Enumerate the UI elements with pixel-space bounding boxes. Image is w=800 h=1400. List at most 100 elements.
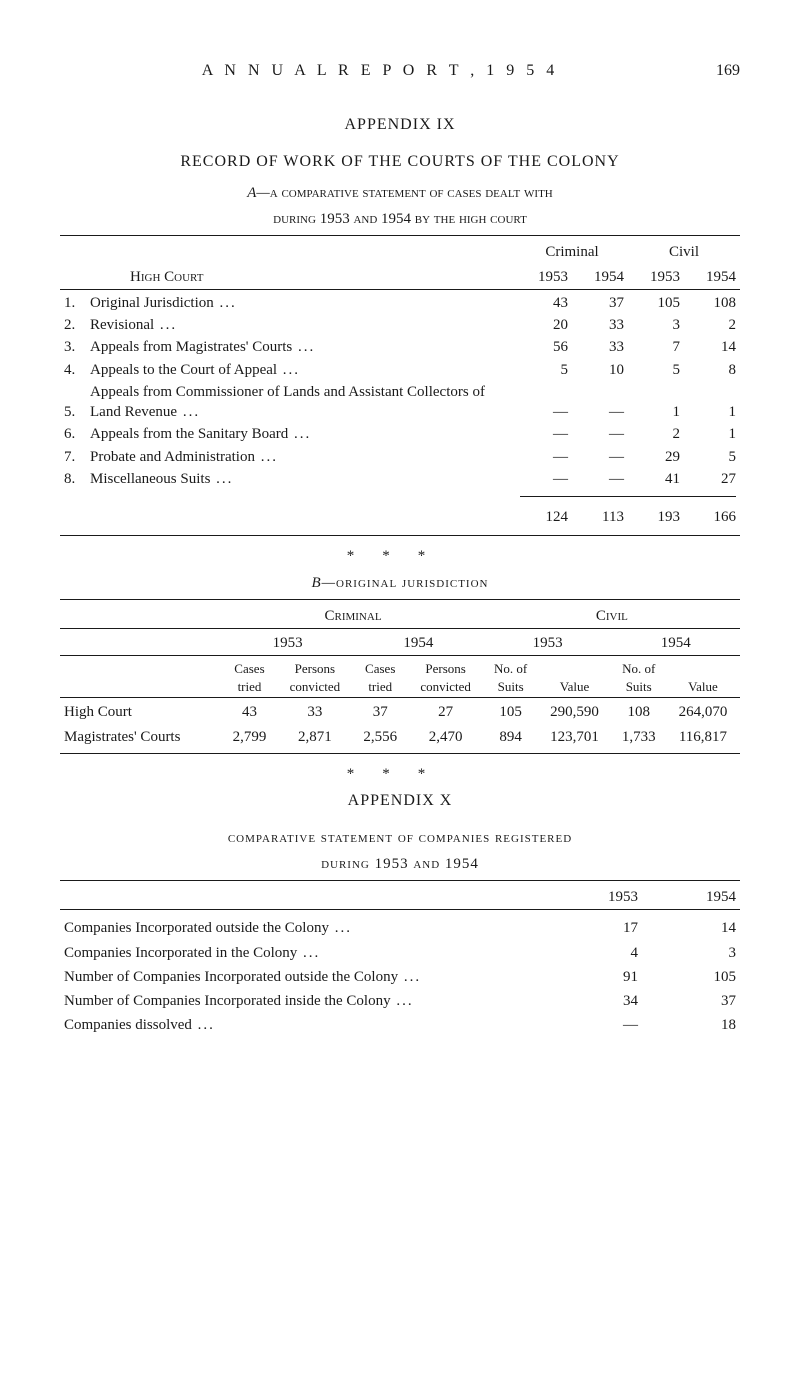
appendix-x-subtitle-1: comparative statement of companies regis… (60, 828, 740, 848)
cell-civil-1954: 14 (684, 336, 740, 358)
row-index: 2. (60, 314, 86, 336)
table-b: Criminal Civil 1953 1954 1953 1954 Cases… (60, 604, 740, 749)
table-b-row: Magistrates' Courts2,7992,8712,5562,4708… (60, 725, 740, 749)
cell-value-1954: 116,817 (666, 725, 740, 749)
col-value-1: Value (538, 658, 612, 698)
subtitle-a-sc2: during 1953 and 1954 by the high court (273, 211, 527, 227)
cell-suits-1954: 1,733 (611, 725, 665, 749)
cell-1953: — (544, 1013, 642, 1037)
table-b-year-1953-a: 1953 (222, 631, 353, 656)
table-x-row: Companies Incorporated in the Colony43 (60, 941, 740, 965)
table-b-year-1954-a: 1954 (353, 631, 484, 656)
cell-civil-1954: 1 (684, 423, 740, 445)
table-b-title: B—original jurisdiction (60, 573, 740, 593)
table-a-row: 3.Appeals from Magistrates' Courts563371… (60, 336, 740, 358)
row-label: Revisional (86, 314, 516, 336)
record-title: RECORD OF WORK OF THE COURTS OF THE COLO… (60, 151, 740, 173)
table-a-row: 2.Revisional203332 (60, 314, 740, 336)
table-a-total-v2: 166 (684, 503, 740, 531)
table-a-total-c2: 113 (572, 503, 628, 531)
row-label: Number of Companies Incorporated outside… (60, 965, 544, 989)
row-label: Companies Incorporated in the Colony (60, 941, 544, 965)
cell-1954: 105 (642, 965, 740, 989)
table-a-civil-label: Civil (628, 240, 740, 264)
table-x-row: Companies dissolved—18 (60, 1013, 740, 1037)
cell-civil-1953: 41 (628, 468, 684, 490)
row-index: 5. (60, 381, 86, 424)
cell-criminal-1954: 10 (572, 359, 628, 381)
cell-criminal-1954: 33 (572, 314, 628, 336)
col-no-suits-1: No. ofSuits (484, 658, 538, 698)
cell-1953: 34 (544, 989, 642, 1013)
table-b-year-1953-b: 1953 (484, 631, 612, 656)
table-a-row: 5.Appeals from Commissioner of Lands and… (60, 381, 740, 424)
row-label: Magistrates' Courts (60, 725, 222, 749)
cell-civil-1954: 8 (684, 359, 740, 381)
row-label: Companies dissolved (60, 1013, 544, 1037)
cell-cases-tried-1953: 2,799 (222, 725, 276, 749)
cell-criminal-1954: — (572, 468, 628, 490)
cell-civil-1954: 108 (684, 292, 740, 314)
cell-1954: 3 (642, 941, 740, 965)
row-label: Miscellaneous Suits (86, 468, 516, 490)
table-x-year-1: 1953 (544, 885, 642, 910)
high-court-label: High Court (130, 269, 203, 285)
subtitle-a-line1: A—a comparative statement of cases dealt… (60, 183, 740, 203)
table-a-year-c1: 1953 (516, 265, 572, 290)
cell-value-1953: 290,590 (538, 700, 612, 724)
appendix-ix-label: APPENDIX IX (60, 114, 740, 136)
rule (60, 235, 740, 236)
rule (60, 535, 740, 536)
row-label: Appeals from the Sanitary Board (86, 423, 516, 445)
rule (520, 496, 736, 497)
cell-persons-convicted-1954: 27 (407, 700, 483, 724)
table-x-row: Companies Incorporated outside the Colon… (60, 916, 740, 940)
table-b-year-1954-b: 1954 (611, 631, 740, 656)
cell-civil-1954: 27 (684, 468, 740, 490)
cell-cases-tried-1954: 2,556 (353, 725, 407, 749)
subtitle-a-prefix: A— (247, 185, 270, 201)
cell-1954: 18 (642, 1013, 740, 1037)
table-x-year-2: 1954 (642, 885, 740, 910)
running-head-title: A N N U A L R E P O R T , 1 9 5 4 (60, 60, 700, 82)
col-persons-convicted-2: Personsconvicted (407, 658, 483, 698)
table-a-year-v2: 1954 (684, 265, 740, 290)
table-x-row: Number of Companies Incorporated inside … (60, 989, 740, 1013)
table-a-row: 1.Original Jurisdiction4337105108 (60, 292, 740, 314)
table-a: Criminal Civil High Court 1953 1954 1953… (60, 240, 740, 531)
subtitle-a-line2: during 1953 and 1954 by the high court (60, 209, 740, 229)
cell-criminal-1953: — (516, 423, 572, 445)
table-a-row: 8.Miscellaneous Suits——4127 (60, 468, 740, 490)
row-label: Appeals from Commissioner of Lands and A… (86, 381, 516, 424)
table-b-row: High Court43333727105290,590108264,070 (60, 700, 740, 724)
cell-criminal-1954: — (572, 446, 628, 468)
row-index: 3. (60, 336, 86, 358)
table-b-criminal-label: Criminal (222, 604, 484, 629)
row-label: Number of Companies Incorporated inside … (60, 989, 544, 1013)
cell-1953: 4 (544, 941, 642, 965)
table-a-total-v1: 193 (628, 503, 684, 531)
table-a-year-c2: 1954 (572, 265, 628, 290)
rule (60, 599, 740, 600)
row-index: 7. (60, 446, 86, 468)
cell-civil-1954: 2 (684, 314, 740, 336)
row-index: 1. (60, 292, 86, 314)
table-a-year-v1: 1953 (628, 265, 684, 290)
cell-criminal-1954: 33 (572, 336, 628, 358)
cell-persons-convicted-1954: 2,470 (407, 725, 483, 749)
table-a-row: 6.Appeals from the Sanitary Board——21 (60, 423, 740, 445)
row-label: Original Jurisdiction (86, 292, 516, 314)
table-a-total-c1: 124 (516, 503, 572, 531)
row-label: Companies Incorporated outside the Colon… (60, 916, 544, 940)
cell-civil-1953: 1 (628, 381, 684, 424)
col-persons-convicted-1: Personsconvicted (277, 658, 353, 698)
cell-civil-1953: 29 (628, 446, 684, 468)
cell-civil-1954: 1 (684, 381, 740, 424)
table-b-civil-label: Civil (484, 604, 740, 629)
row-index: 4. (60, 359, 86, 381)
cell-civil-1953: 5 (628, 359, 684, 381)
cell-civil-1953: 2 (628, 423, 684, 445)
col-cases-tried-1: Casestried (222, 658, 276, 698)
cell-suits-1953: 105 (484, 700, 538, 724)
cell-1953: 17 (544, 916, 642, 940)
